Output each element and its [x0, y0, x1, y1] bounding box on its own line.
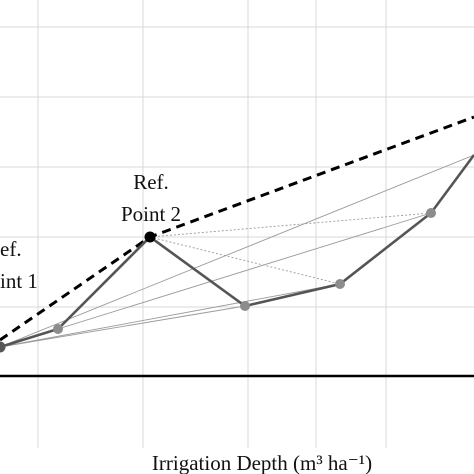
- marker-4: [335, 279, 345, 289]
- connector-rays: [0, 154, 474, 348]
- marker-3: [240, 301, 250, 311]
- x-axis-label: Irrigation Depth (m³ ha⁻¹): [152, 451, 372, 474]
- annotation-ref1-line1: ef.: [0, 237, 22, 261]
- annotation-ref2-line2: Point 2: [121, 202, 181, 226]
- marker-5: [426, 208, 436, 218]
- annotation-ref2-line1: Ref.: [133, 170, 169, 194]
- ref-point-1: [0, 341, 6, 353]
- ray-ref1-3: [0, 212, 432, 348]
- ray-ref2-0: [149, 236, 341, 285]
- annotation-ref1-line2: int 1: [0, 269, 38, 293]
- ray-ref1-4: [0, 154, 474, 348]
- series-markers: [0, 208, 436, 353]
- series-lines: [0, 115, 474, 349]
- gridlines: [0, 0, 474, 448]
- marker-1: [53, 324, 63, 334]
- ray-ref1-2: [0, 283, 341, 348]
- ray-ref1-1: [0, 305, 246, 348]
- ray-ref2-1: [149, 212, 432, 238]
- ref-point-2: [144, 231, 156, 243]
